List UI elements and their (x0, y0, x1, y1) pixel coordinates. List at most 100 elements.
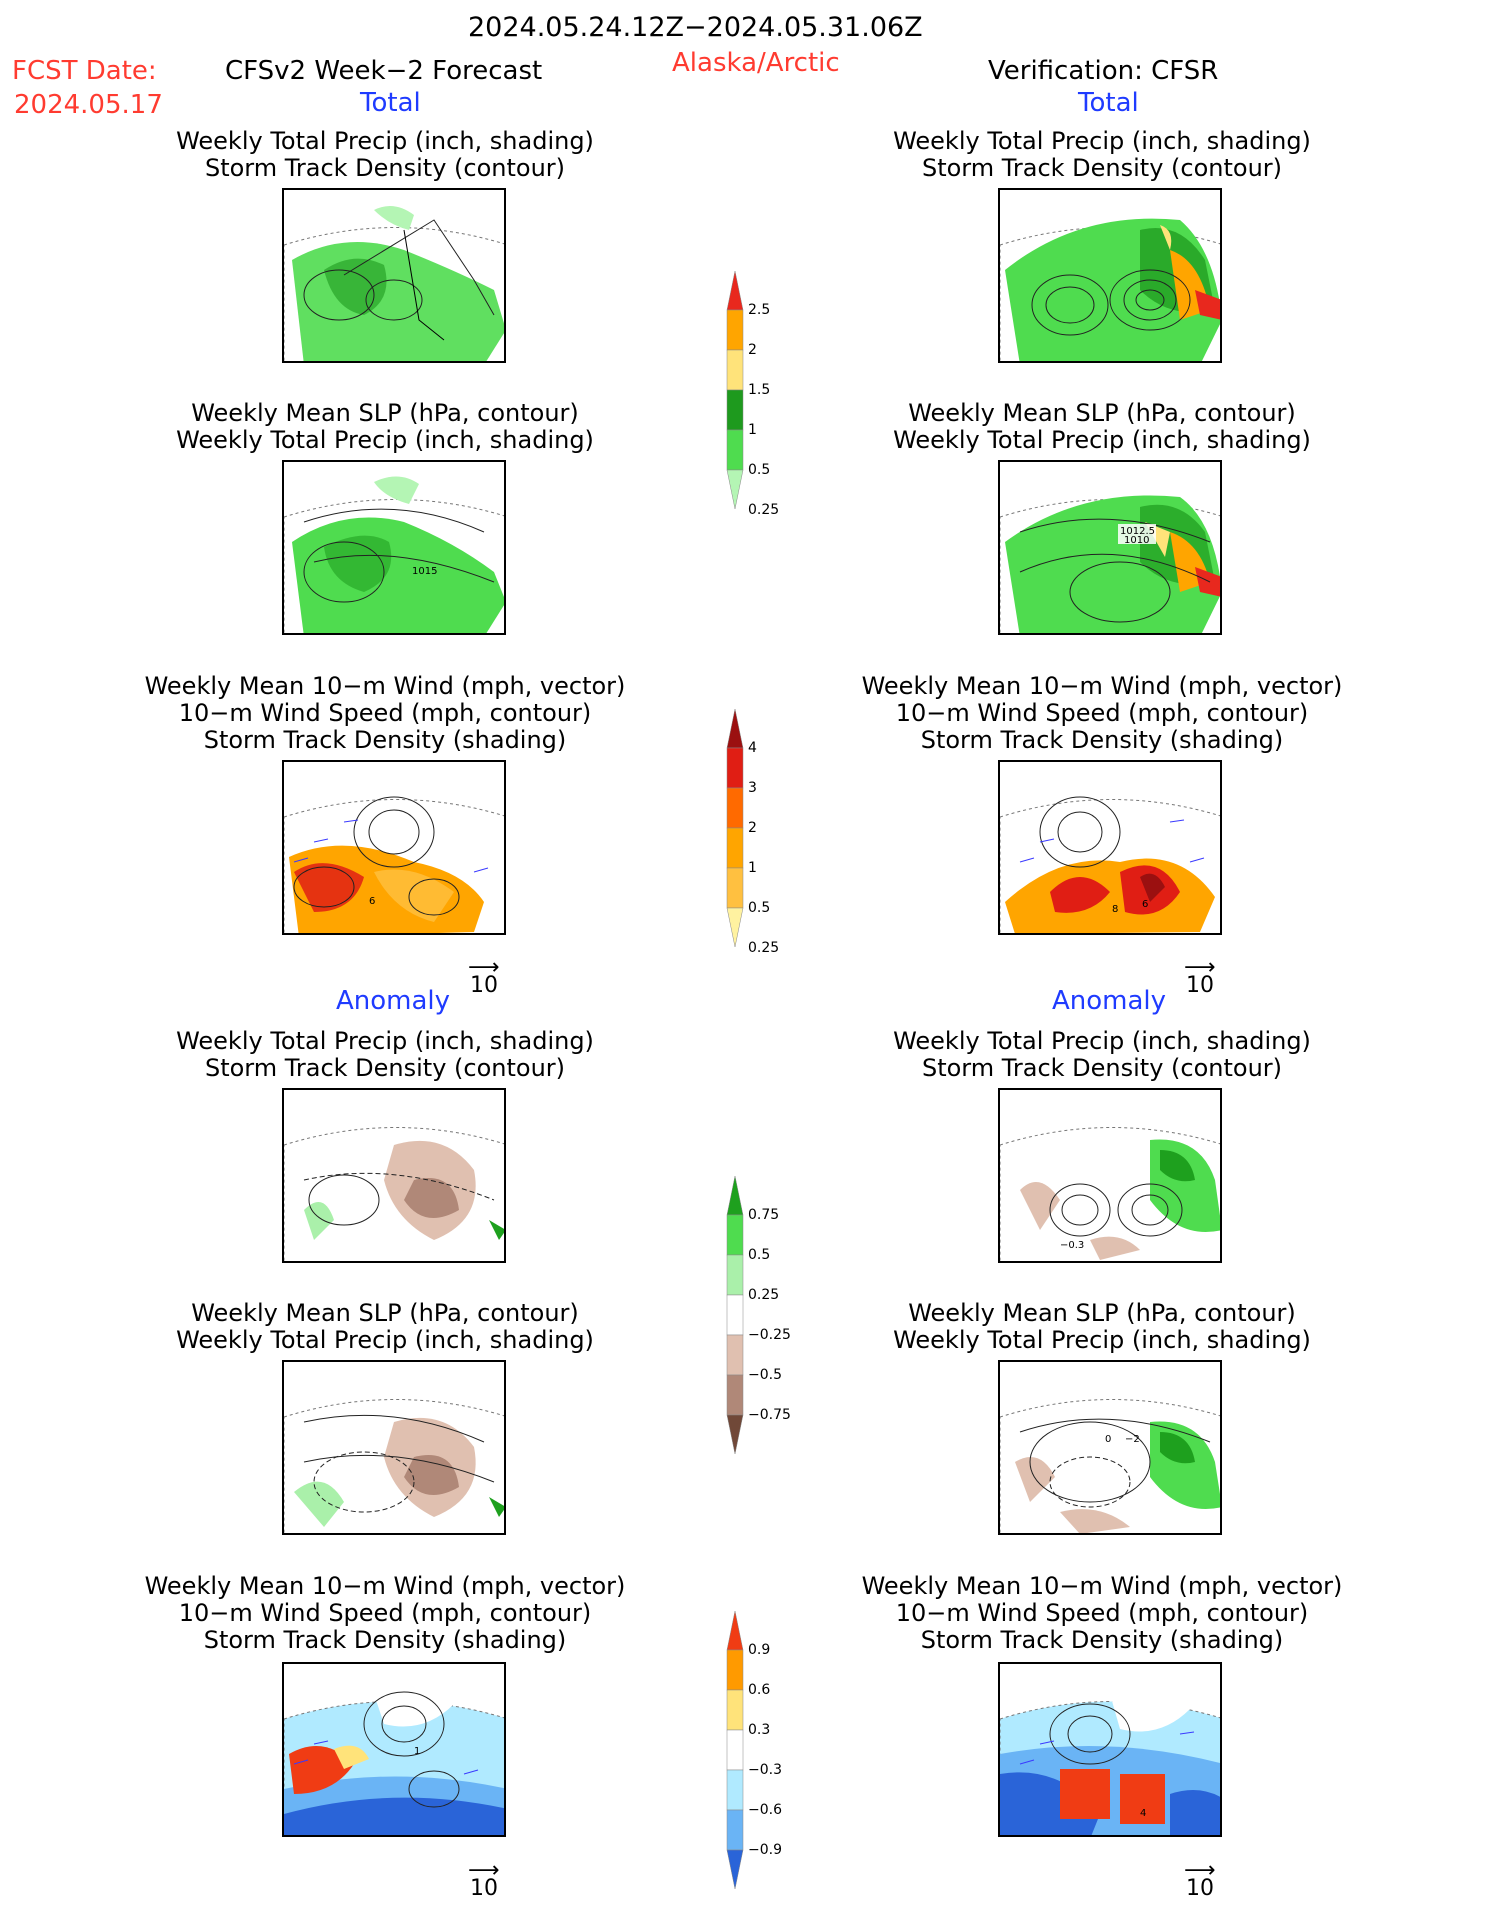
colorbar-swatch (726, 1334, 744, 1376)
section-anomaly-right: Anomaly (1052, 986, 1167, 1016)
colorbar-precip-total: 2.5 2 1.5 1 0.5 0.25 (726, 270, 779, 518)
title-fc-slp-anom: Weekly Mean SLP (hPa, contour) Weekly To… (176, 1299, 594, 1354)
colorbar-swatch (726, 907, 744, 948)
map-fc-wind-anom: 1 (282, 1662, 506, 1837)
title-ver-precip-anom: Weekly Total Precip (inch, shading) Stor… (893, 1027, 1311, 1082)
colorbar-label: 0.9 (748, 1642, 771, 1658)
map-fc-wind-total: 6 (282, 760, 506, 935)
colorbar-swatch (726, 389, 744, 431)
colorbar-swatch (726, 827, 744, 869)
colorbar-storm-total: 4 3 2 1 0.5 0.25 (726, 708, 779, 956)
vector-ref-arrow-4: ⟶ (1184, 1858, 1216, 1883)
colorbar-swatch (726, 270, 744, 311)
colorbar-swatch (726, 867, 744, 909)
colorbar-svg (726, 270, 744, 510)
colorbar-swatch (726, 1649, 744, 1691)
map-ver-precip-total (998, 188, 1222, 363)
label-fc-wind-total: 6 (369, 896, 375, 907)
title-ver-wind-total: Weekly Mean 10−m Wind (mph, vector) 10−m… (861, 672, 1343, 754)
colorbar-svg (726, 1175, 744, 1455)
colorbar-label: 1.5 (748, 382, 771, 398)
colorbar-swatch (726, 1849, 744, 1890)
vector-ref-1: 10 (470, 973, 498, 998)
colorbar-label: −0.75 (748, 1407, 791, 1423)
vector-ref-4: 10 (1186, 1876, 1214, 1901)
map-ver-precip-anom: −0.3 (998, 1088, 1222, 1263)
colorbar-swatch (726, 309, 744, 351)
label-ver-slp-anom-a: 0 (1105, 1434, 1111, 1445)
colorbar-swatch (726, 1414, 744, 1455)
colorbar-swatch (726, 429, 744, 471)
map-fc-precip-total (282, 188, 506, 363)
vector-ref-arrow-1: ⟶ (468, 955, 500, 980)
label-fc-slp-total: 1015 (412, 566, 437, 577)
map-fc-slp-anom (282, 1360, 506, 1535)
fcst-date-value: 2024.05.17 (14, 90, 163, 120)
colorbar-swatch (726, 1374, 744, 1416)
colorbar-label: 4 (748, 740, 757, 756)
colorbar-swatch (726, 469, 744, 510)
colorbar-swatch (726, 747, 744, 789)
colorbar-label: 0.25 (748, 502, 780, 518)
title-fc-precip-total: Weekly Total Precip (inch, shading) Stor… (176, 127, 594, 182)
region-title: Alaska/Arctic (672, 48, 840, 78)
section-total-left: Total (360, 88, 421, 118)
colorbar-swatch (726, 1610, 744, 1651)
colorbar-swatch (726, 1689, 744, 1731)
colorbar-label: 0.6 (748, 1682, 771, 1698)
label-ver-wind-total-a: 8 (1112, 904, 1118, 915)
colorbar-label: −0.9 (748, 1842, 782, 1858)
colorbar-precip-anom: 0.75 0.5 0.25 −0.25 −0.5 −0.75 (726, 1175, 791, 1461)
title-ver-wind-anom: Weekly Mean 10−m Wind (mph, vector) 10−m… (861, 1572, 1343, 1654)
colorbar-storm-anom: 0.9 0.6 0.3 −0.3 −0.6 −0.9 (726, 1610, 782, 1896)
title-ver-slp-anom: Weekly Mean SLP (hPa, contour) Weekly To… (893, 1299, 1311, 1354)
colorbar-label: 0.5 (748, 462, 771, 478)
colorbar-label: 0.75 (748, 1207, 780, 1223)
vector-ref-2: 10 (1186, 973, 1214, 998)
colorbar-label: 0.5 (748, 1247, 771, 1263)
colorbar-swatch (726, 787, 744, 829)
label-ver-wind-total-b: 6 (1142, 899, 1148, 910)
map-ver-wind-anom: 4 (998, 1662, 1222, 1837)
colorbar-label: 2.5 (748, 302, 771, 318)
vector-ref-arrow-2: ⟶ (1184, 955, 1216, 980)
map-ver-wind-total: 8 6 (998, 760, 1222, 935)
colorbar-swatch (726, 1769, 744, 1811)
colorbar-label: 2 (748, 820, 757, 836)
map-fc-slp-total: 1015 (282, 460, 506, 635)
label-ver-slp-anom-b: −2 (1125, 1434, 1140, 1445)
fcst-date-label: FCST Date: (12, 56, 157, 86)
colorbar-swatch (726, 708, 744, 749)
title-fc-precip-anom: Weekly Total Precip (inch, shading) Stor… (176, 1027, 594, 1082)
map-fc-precip-anom (282, 1088, 506, 1263)
colorbar-label: 3 (748, 780, 757, 796)
title-fc-wind-anom: Weekly Mean 10−m Wind (mph, vector) 10−m… (144, 1572, 626, 1654)
label-ver-precip-anom: −0.3 (1060, 1240, 1084, 1251)
colorbar-label: 0.25 (748, 940, 780, 956)
label-ver-slp-total-a: 1012.5 (1120, 526, 1155, 537)
colorbar-swatch (726, 1294, 744, 1336)
title-fc-slp-total: Weekly Mean SLP (hPa, contour) Weekly To… (176, 399, 594, 454)
forecast-title: CFSv2 Week−2 Forecast (225, 56, 543, 86)
title-ver-slp-total: Weekly Mean SLP (hPa, contour) Weekly To… (893, 399, 1311, 454)
colorbar-label: −0.25 (748, 1327, 791, 1343)
vector-ref-arrow-3: ⟶ (468, 1858, 500, 1883)
colorbar-label: 1 (748, 422, 757, 438)
colorbar-label: 0.25 (748, 1287, 780, 1303)
colorbar-label: 1 (748, 860, 757, 876)
colorbar-label: 0.5 (748, 900, 771, 916)
section-anomaly-left: Anomaly (336, 986, 451, 1016)
title-ver-precip-total: Weekly Total Precip (inch, shading) Stor… (893, 127, 1311, 182)
label-ver-wind-anom: 4 (1140, 1808, 1146, 1819)
colorbar-label: 0.3 (748, 1722, 771, 1738)
colorbar-svg (726, 708, 744, 948)
date-range: 2024.05.24.12Z−2024.05.31.06Z (468, 12, 923, 43)
label-fc-wind-anom: 1 (414, 1746, 420, 1757)
colorbar-label: 2 (748, 342, 757, 358)
colorbar-swatch (726, 1175, 744, 1216)
colorbar-swatch (726, 1214, 744, 1256)
map-ver-slp-total: 1012.5 1010 (998, 460, 1222, 635)
title-fc-wind-total: Weekly Mean 10−m Wind (mph, vector) 10−m… (144, 672, 626, 754)
colorbar-swatch (726, 1809, 744, 1851)
colorbar-swatch (726, 1729, 744, 1771)
